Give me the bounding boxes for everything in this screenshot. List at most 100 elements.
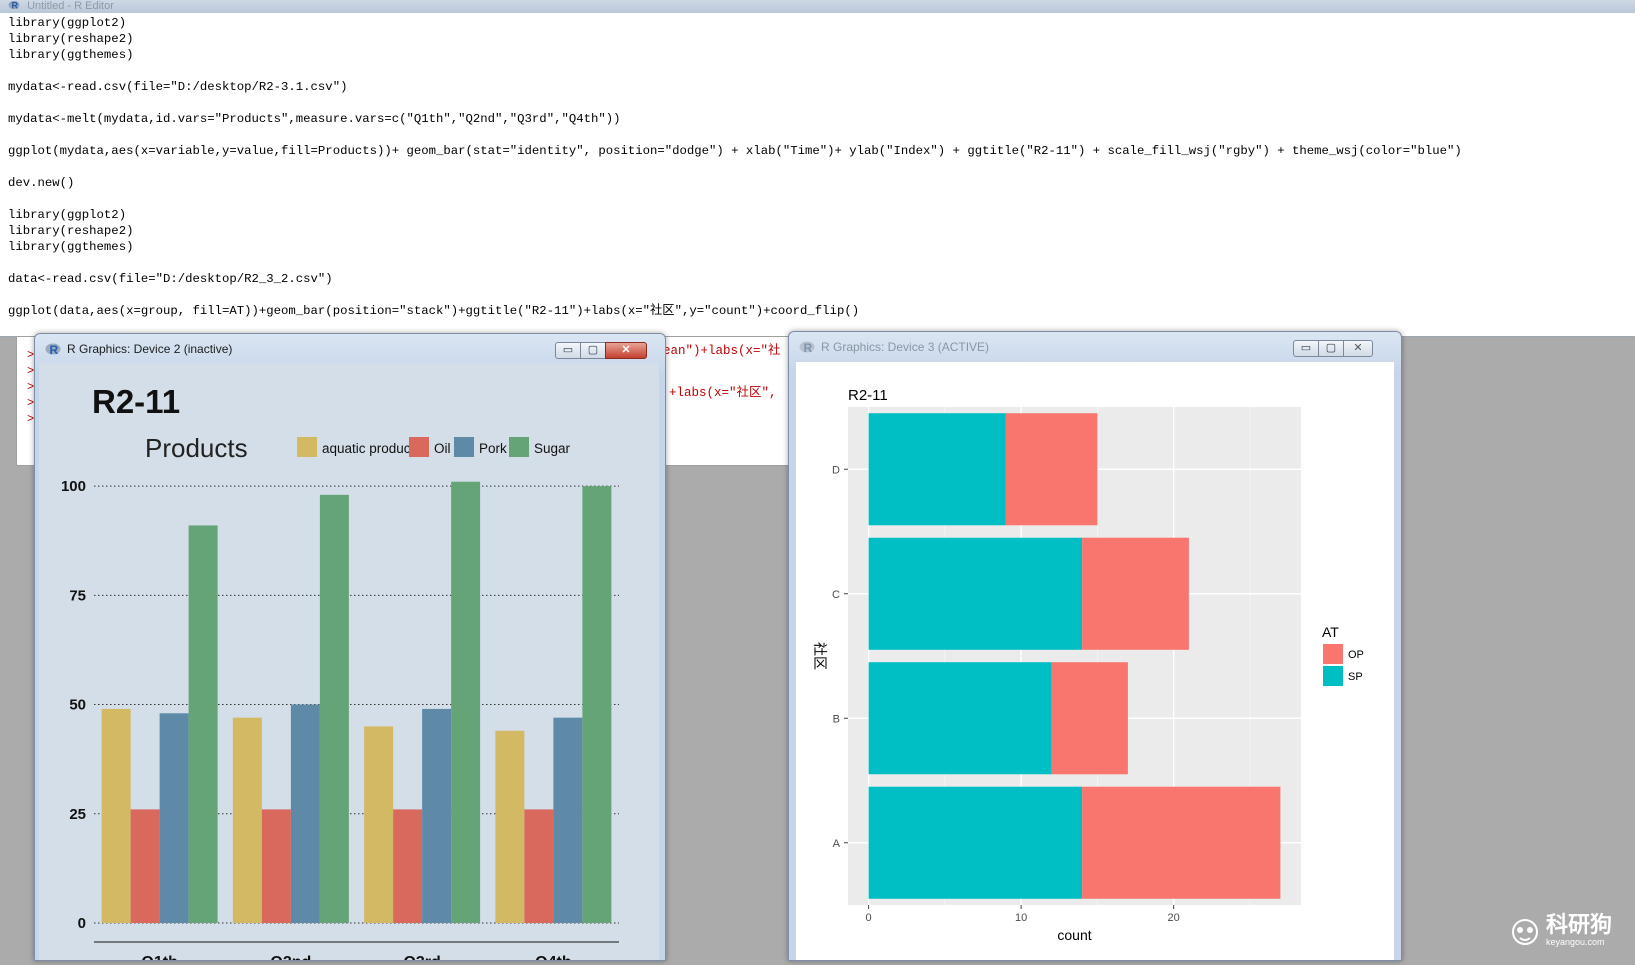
legend-key bbox=[1323, 644, 1343, 664]
legend-key bbox=[509, 437, 529, 457]
y-tick-label: 75 bbox=[69, 587, 86, 604]
code-line: mydata<-read.csv(file="D:/desktop/R2-3.1… bbox=[8, 80, 348, 94]
minimize-button[interactable]: ▭ bbox=[1293, 340, 1319, 357]
x-tick-label: Q4th bbox=[535, 954, 571, 960]
console-prompt: > bbox=[27, 348, 35, 362]
console-output-fragment: ean")+labs(x="社 bbox=[663, 344, 781, 358]
bar-segment bbox=[1082, 786, 1281, 899]
bar-segment bbox=[1082, 537, 1189, 650]
x-tick-label: 20 bbox=[1168, 912, 1180, 924]
console-output-fragment: +labs(x="社区", bbox=[669, 386, 777, 400]
legend-label: Pork bbox=[479, 441, 507, 456]
svg-text:R: R bbox=[12, 1, 19, 11]
legend-title: AT bbox=[1322, 624, 1339, 640]
bar-segment bbox=[868, 413, 1006, 526]
code-line bbox=[8, 63, 1635, 79]
bar bbox=[290, 704, 320, 923]
r-logo-icon: R bbox=[8, 1, 20, 11]
bar bbox=[582, 486, 612, 923]
x-tick-label: 0 bbox=[866, 912, 872, 924]
legend-title: Products bbox=[145, 433, 248, 463]
code-line bbox=[8, 191, 1635, 207]
code-line bbox=[8, 95, 1635, 111]
r-editor-window[interactable]: R Untitled - R Editor library(ggplot2) li… bbox=[0, 0, 1635, 337]
device3-titlebar: R R Graphics: Device 3 (ACTIVE) bbox=[799, 340, 989, 354]
y-tick-label: B bbox=[833, 713, 840, 725]
bar-segment bbox=[1051, 662, 1128, 775]
editor-titlebar: R Untitled - R Editor bbox=[0, 0, 1635, 13]
graphics-device-2-window[interactable]: R R Graphics: Device 2 (inactive) ▭ ▢ ✕ … bbox=[34, 333, 666, 965]
console-prompt: > bbox=[27, 364, 35, 378]
x-tick-label: 10 bbox=[1015, 912, 1027, 924]
bar bbox=[451, 481, 481, 923]
device2-title: R Graphics: Device 2 (inactive) bbox=[67, 342, 233, 356]
maximize-icon: ▢ bbox=[587, 344, 599, 356]
close-button[interactable]: ✕ bbox=[605, 342, 647, 359]
legend-key bbox=[297, 437, 317, 457]
code-area[interactable]: library(ggplot2) library(reshape2) library… bbox=[0, 13, 1635, 319]
device2-plot-area: R2-11 Products aquatic product Oil Pork Sugar… bbox=[39, 363, 659, 965]
x-tick-label: Q2nd bbox=[270, 954, 311, 960]
console-prompt: > bbox=[27, 396, 35, 410]
legend-label: aquatic product bbox=[322, 441, 415, 456]
bar bbox=[524, 809, 554, 923]
code-line: ggplot(data,aes(x=group, fill=AT))+geom_… bbox=[8, 304, 860, 318]
legend-key bbox=[454, 437, 474, 457]
r-logo-icon: R bbox=[45, 343, 61, 356]
bar bbox=[101, 708, 131, 923]
console-prompt: > bbox=[27, 412, 35, 426]
bar bbox=[319, 494, 349, 923]
bar-segment bbox=[868, 662, 1052, 775]
maximize-button[interactable]: ▢ bbox=[580, 342, 606, 359]
console-prompts: > > > > > bbox=[27, 347, 34, 427]
chart-title: R2-11 bbox=[848, 387, 888, 404]
code-line bbox=[8, 127, 1635, 143]
close-icon: ✕ bbox=[621, 344, 631, 356]
legend-label: Sugar bbox=[534, 441, 571, 456]
dog-logo-icon bbox=[1512, 919, 1538, 945]
bar bbox=[364, 726, 394, 923]
bar bbox=[393, 809, 423, 923]
y-tick-label: 100 bbox=[61, 478, 86, 495]
bar bbox=[261, 809, 291, 923]
y-tick-label: 50 bbox=[69, 697, 86, 714]
bar bbox=[495, 730, 525, 923]
bar bbox=[422, 708, 452, 923]
watermark: 科研狗 keyangou.com bbox=[1508, 908, 1628, 954]
bar-segment bbox=[868, 537, 1083, 650]
device2-titlebar: R R Graphics: Device 2 (inactive) bbox=[45, 342, 232, 356]
console-prompt: > bbox=[27, 380, 35, 394]
code-line: dev.new() bbox=[8, 176, 75, 190]
legend-key bbox=[1323, 666, 1343, 686]
graphics-device-3-window[interactable]: R R Graphics: Device 3 (ACTIVE) ▭ ▢ ✕ R2… bbox=[788, 331, 1402, 961]
legend-label: OP bbox=[1348, 649, 1364, 661]
watermark-url: keyangou.com bbox=[1546, 937, 1605, 947]
svg-text:R: R bbox=[804, 341, 813, 354]
x-axis-label: count bbox=[1057, 927, 1091, 943]
products-bar-chart: R2-11 Products aquatic product Oil Pork Sugar… bbox=[39, 363, 659, 965]
x-tick-label: Q3rd bbox=[403, 954, 440, 960]
y-tick-label: D bbox=[832, 464, 840, 476]
code-line: data<-read.csv(file="D:/desktop/R2_3_2.c… bbox=[8, 272, 333, 286]
legend-key bbox=[409, 437, 429, 457]
code-line: library(reshape2) bbox=[8, 224, 134, 238]
code-line bbox=[8, 159, 1635, 175]
close-icon: ✕ bbox=[1353, 342, 1363, 354]
minimize-button[interactable]: ▭ bbox=[555, 342, 581, 359]
close-button[interactable]: ✕ bbox=[1343, 340, 1373, 357]
legend-label: SP bbox=[1348, 671, 1363, 683]
code-line: library(ggplot2) bbox=[8, 16, 127, 30]
r-logo-icon: R bbox=[799, 341, 815, 354]
code-line: library(ggthemes) bbox=[8, 48, 134, 62]
editor-title: Untitled - R Editor bbox=[27, 0, 114, 12]
y-tick-label: 0 bbox=[78, 915, 86, 932]
code-line: mydata<-melt(mydata,id.vars="Products",m… bbox=[8, 112, 621, 126]
bar bbox=[130, 809, 160, 923]
legend-label: Oil bbox=[434, 441, 451, 456]
bar bbox=[232, 717, 262, 923]
bar bbox=[159, 713, 189, 923]
maximize-button[interactable]: ▢ bbox=[1318, 340, 1344, 357]
code-line: ggplot(mydata,aes(x=variable,y=value,fil… bbox=[8, 144, 1462, 158]
